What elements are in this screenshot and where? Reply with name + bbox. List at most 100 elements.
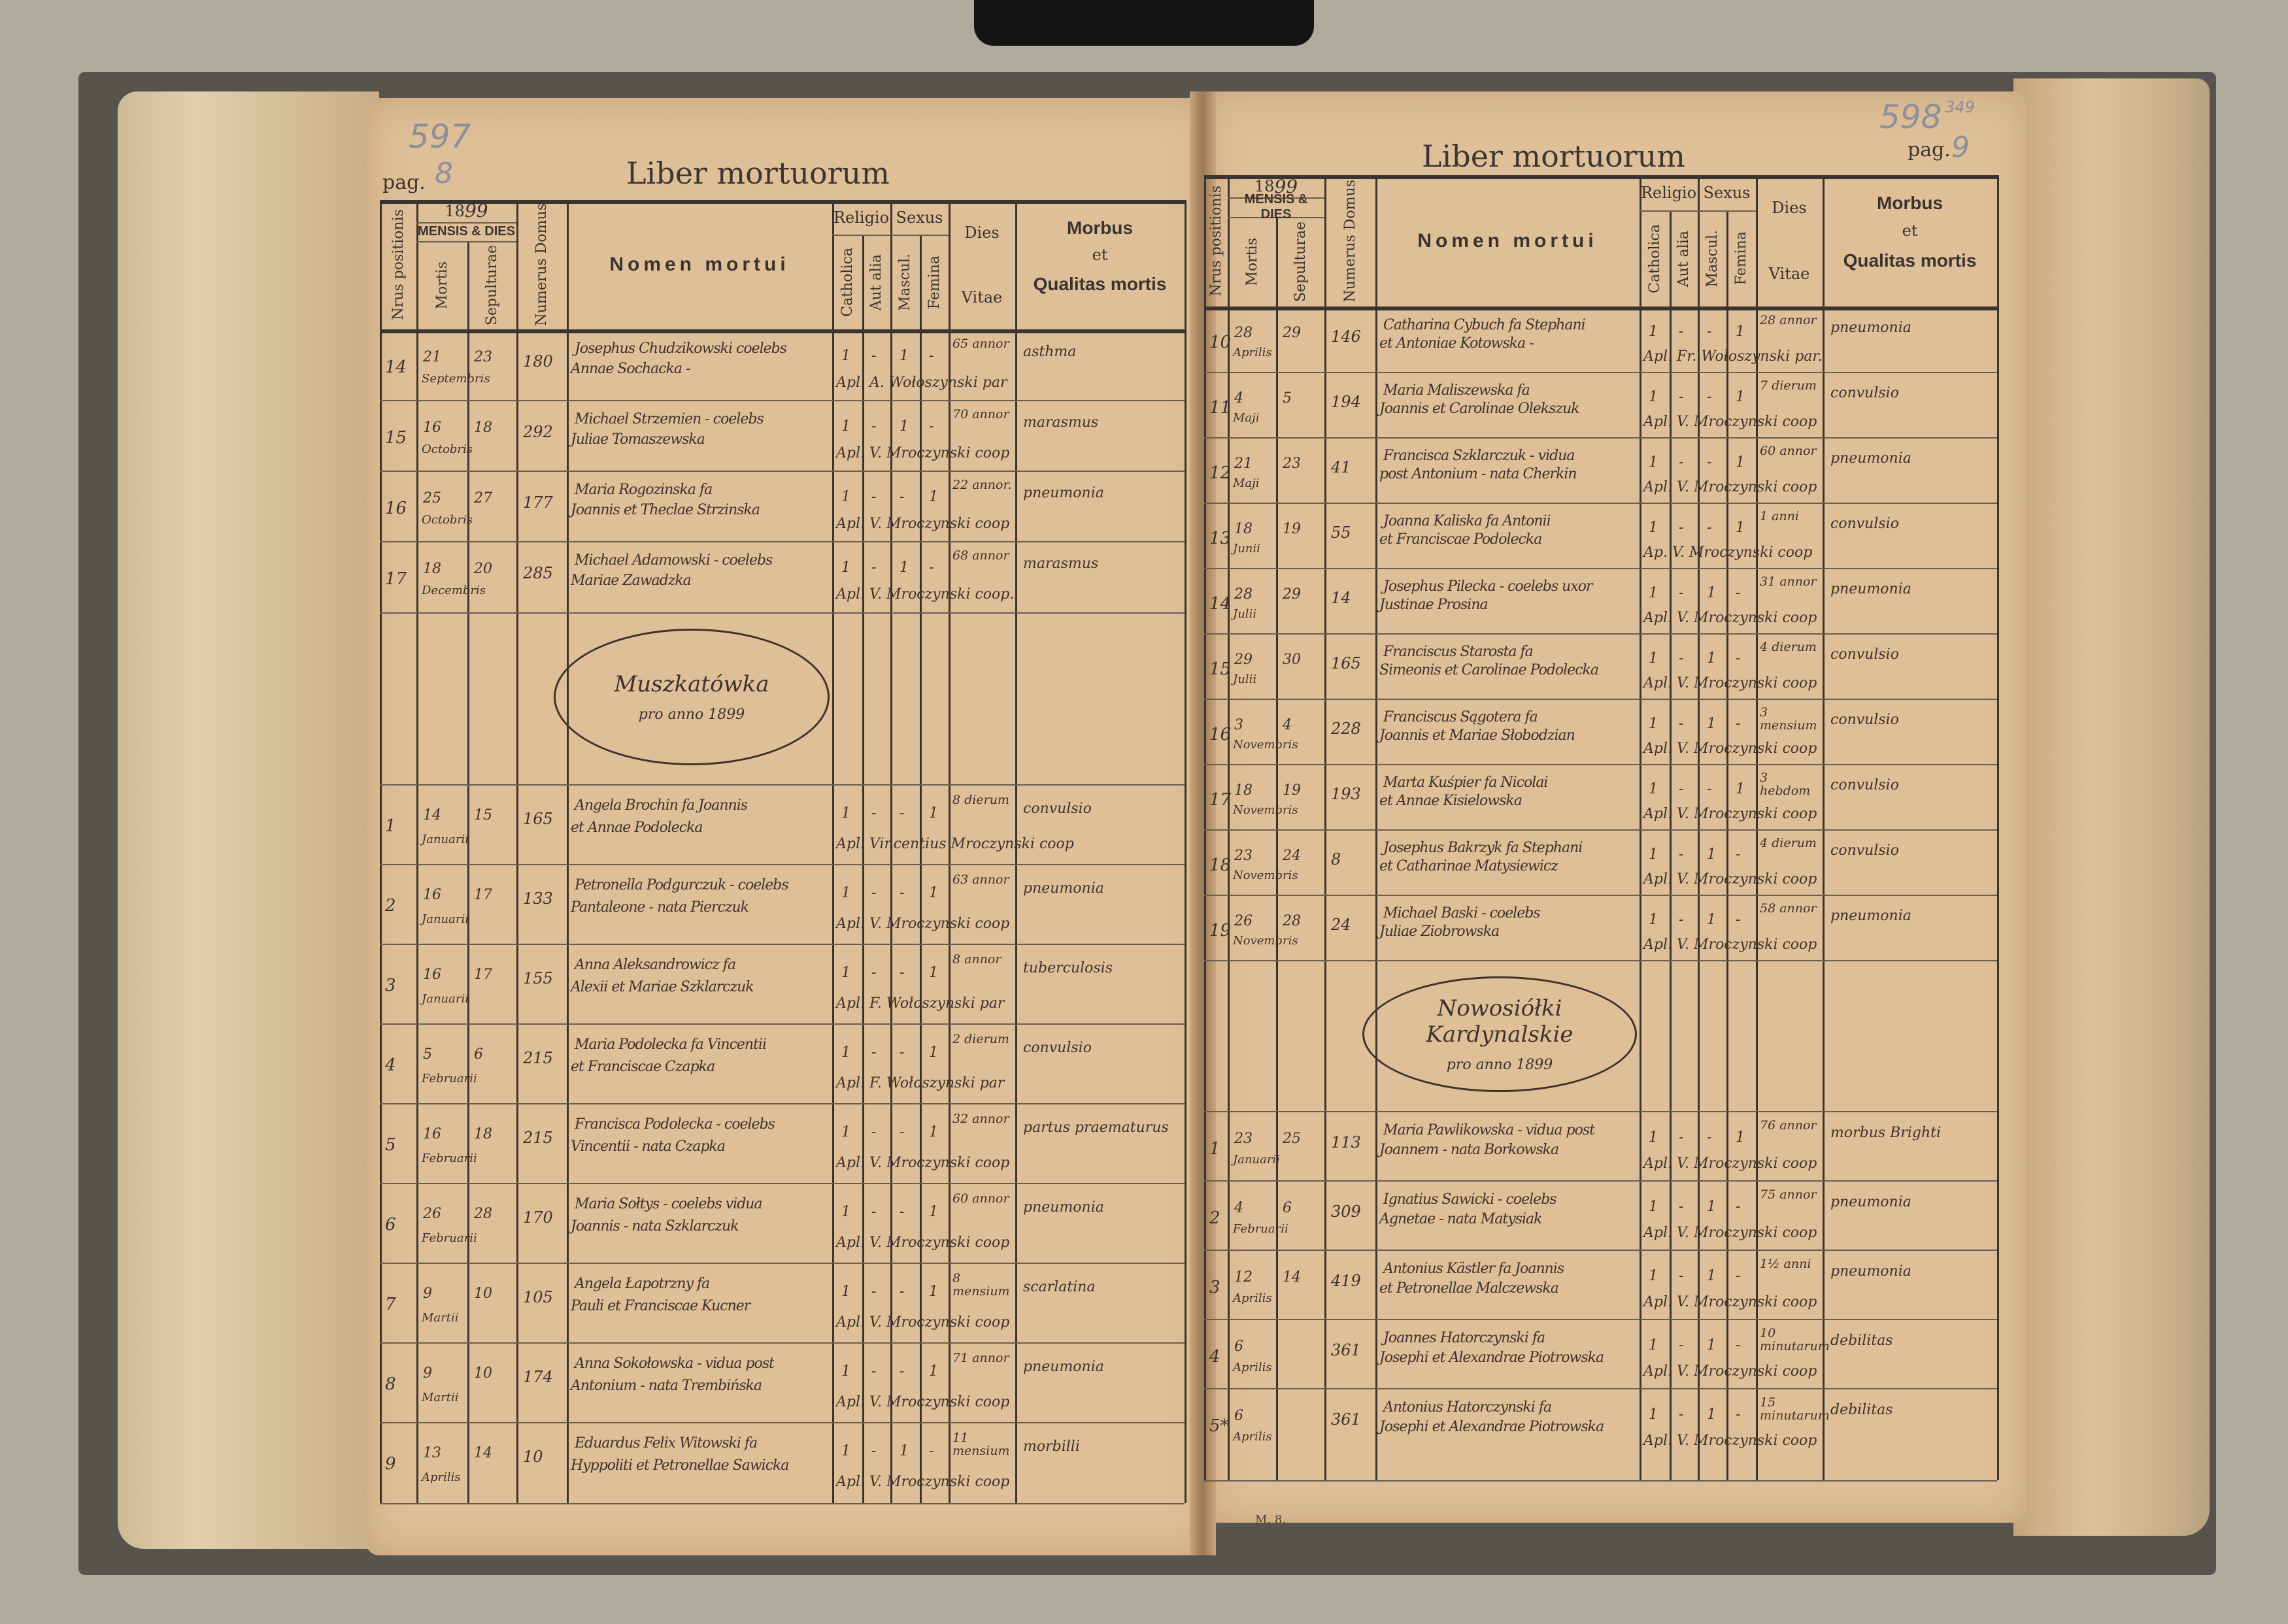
- cell-dies-vitae: 65 annor: [952, 336, 1009, 351]
- cell-sepulturae: 18: [474, 420, 492, 437]
- column-rule: [1670, 210, 1672, 1480]
- cell-nrus: 17: [385, 569, 407, 589]
- cell-sacerdos: Apl. V. Mroczynski coop: [1643, 1224, 1817, 1241]
- cell-mensis: Junii: [1233, 542, 1260, 555]
- header-mascul: Mascul.: [1698, 210, 1726, 307]
- cell-aut-alia: -: [1679, 1198, 1684, 1215]
- cell-numerus-domus: 177: [523, 493, 553, 512]
- cell-mortis: 26: [423, 1205, 441, 1222]
- cell-nrus: 12: [1209, 463, 1232, 483]
- cell-nrus: 15: [1209, 659, 1232, 679]
- cell-femina: -: [1736, 1267, 1741, 1284]
- header-qualitas: Qualitas mortis: [1843, 250, 1977, 271]
- cell-morbus: debilitas: [1830, 1402, 1893, 1419]
- cell-femina: 1: [1736, 454, 1745, 471]
- cell-nrus: 14: [1209, 594, 1232, 614]
- header-sub-rule: [832, 235, 949, 237]
- header-label: Nrus positionis: [1207, 185, 1224, 297]
- left-pencil-number: 597: [409, 118, 471, 156]
- cell-numerus-domus: 8: [1331, 850, 1341, 869]
- cell-morbus: debilitas: [1830, 1333, 1893, 1350]
- row-rule: [380, 1342, 1185, 1344]
- cell-aut-alia: -: [871, 348, 877, 365]
- cell-morbus: pneumonia: [1830, 320, 1911, 336]
- row-rule: [1204, 1111, 1997, 1112]
- cell-aut-alia: -: [1679, 389, 1684, 405]
- cell-dies-vitae: 22 annor.: [952, 477, 1012, 492]
- header-et: et: [1902, 222, 1918, 240]
- cell-dies-vitae: 31 annor: [1760, 574, 1817, 589]
- row-rule: [1204, 960, 1997, 961]
- cell-aut-alia: -: [1679, 585, 1684, 601]
- cell-mascul: 1: [900, 1443, 909, 1460]
- cell-sepulturae: 5: [1283, 390, 1292, 406]
- cell-mascul: 1: [900, 348, 909, 365]
- column-rule: [862, 235, 864, 1503]
- cell-morbus: pneumonia: [1830, 450, 1911, 467]
- left-pag-label: pag.: [382, 171, 426, 194]
- cell-catholica: 1: [841, 1443, 850, 1460]
- header-sepulturae: Sepulturae: [1276, 217, 1324, 307]
- header-religio: Religio: [1640, 184, 1697, 203]
- row-rule: [1204, 1319, 1997, 1320]
- cell-nomen-line2: et Annae Podolecka: [571, 820, 703, 837]
- cell-mortis: 25: [423, 490, 441, 507]
- column-rule: [949, 200, 951, 1503]
- cell-aut-alia: -: [871, 965, 877, 982]
- row-rule: [380, 1023, 1185, 1025]
- cell-nrus: 6: [385, 1215, 396, 1235]
- scanner-clamp: [974, 0, 1314, 46]
- cell-sepulturae: 14: [474, 1444, 492, 1461]
- cell-catholica: 1: [1649, 1336, 1658, 1353]
- cell-femina: 1: [1736, 323, 1745, 340]
- cell-dies-vitae: 7 dierum: [1760, 378, 1817, 393]
- row-rule: [380, 944, 1185, 945]
- header-morbus: Morbus: [1066, 217, 1134, 238]
- cell-femina: -: [1736, 1198, 1741, 1215]
- cell-nomen-line1: Anna Sokołowska - vidua post: [575, 1355, 775, 1372]
- cell-aut-alia: -: [1679, 454, 1684, 471]
- cell-dies-vitae: 2 dierum: [952, 1031, 1009, 1046]
- cell-aut-alia: -: [871, 1204, 877, 1221]
- cell-nomen-line2: Josephi et Alexandrae Piotrowska: [1379, 1349, 1604, 1366]
- cell-mortis: 26: [1234, 913, 1253, 929]
- cell-mortis: 18: [1234, 521, 1253, 537]
- right-page: [1206, 91, 2027, 1523]
- header-label: Numerus Domus: [533, 203, 550, 326]
- header-label: Catholica: [1646, 224, 1663, 293]
- cell-femina: -: [1736, 716, 1741, 732]
- header-sexus: Sexus: [1703, 184, 1751, 203]
- cell-mortis: 16: [423, 1125, 441, 1142]
- header-label: Mortis: [433, 261, 450, 310]
- header-sub-rule: [1228, 197, 1324, 199]
- cell-sacerdos: Ap. V. Mroczynski coop: [1643, 544, 1813, 561]
- cell-sacerdos: Apl. V. Mroczynski coop: [1643, 740, 1817, 757]
- cell-dies-vitae: 8 mensium: [952, 1270, 1010, 1299]
- cell-sepulturae: 15: [474, 806, 492, 823]
- header-sexus: Sexus: [896, 208, 943, 227]
- cell-mensis: Novembris: [1233, 869, 1298, 882]
- table-bottom-rule: [1204, 1480, 1997, 1482]
- cell-mascul: -: [1707, 454, 1712, 471]
- cell-nrus: 16: [385, 499, 407, 519]
- cell-numerus-domus: 55: [1331, 523, 1351, 542]
- cell-mensis: Februarii: [422, 1151, 477, 1165]
- cell-catholica: 1: [1649, 846, 1658, 863]
- header-label: Numerus Domus: [1341, 179, 1358, 303]
- cell-nomen-line1: Joanna Kaliska fa Antonii: [1383, 513, 1551, 529]
- cell-nrus: 18: [1209, 855, 1232, 875]
- header-numerus-domus: Numerus Domus: [516, 200, 567, 329]
- cell-catholica: 1: [841, 1124, 850, 1141]
- cell-sepulturae: 17: [474, 886, 492, 903]
- cell-sepulturae: 17: [474, 966, 492, 983]
- cell-aut-alia: -: [1679, 781, 1684, 797]
- left-page-number: 8: [435, 157, 453, 190]
- left-page: [366, 98, 1209, 1555]
- cell-aut-alia: -: [871, 1124, 877, 1141]
- cell-mensis: Septembris: [422, 371, 490, 386]
- header-label: Sepulturae: [484, 245, 500, 326]
- cell-nomen-line2: Simeonis et Carolinae Podolecka: [1379, 662, 1599, 678]
- cell-catholica: 1: [1649, 454, 1658, 471]
- cell-nomen-line2: et Franciscae Podolecka: [1379, 531, 1542, 548]
- cell-mortis: 9: [423, 1285, 432, 1302]
